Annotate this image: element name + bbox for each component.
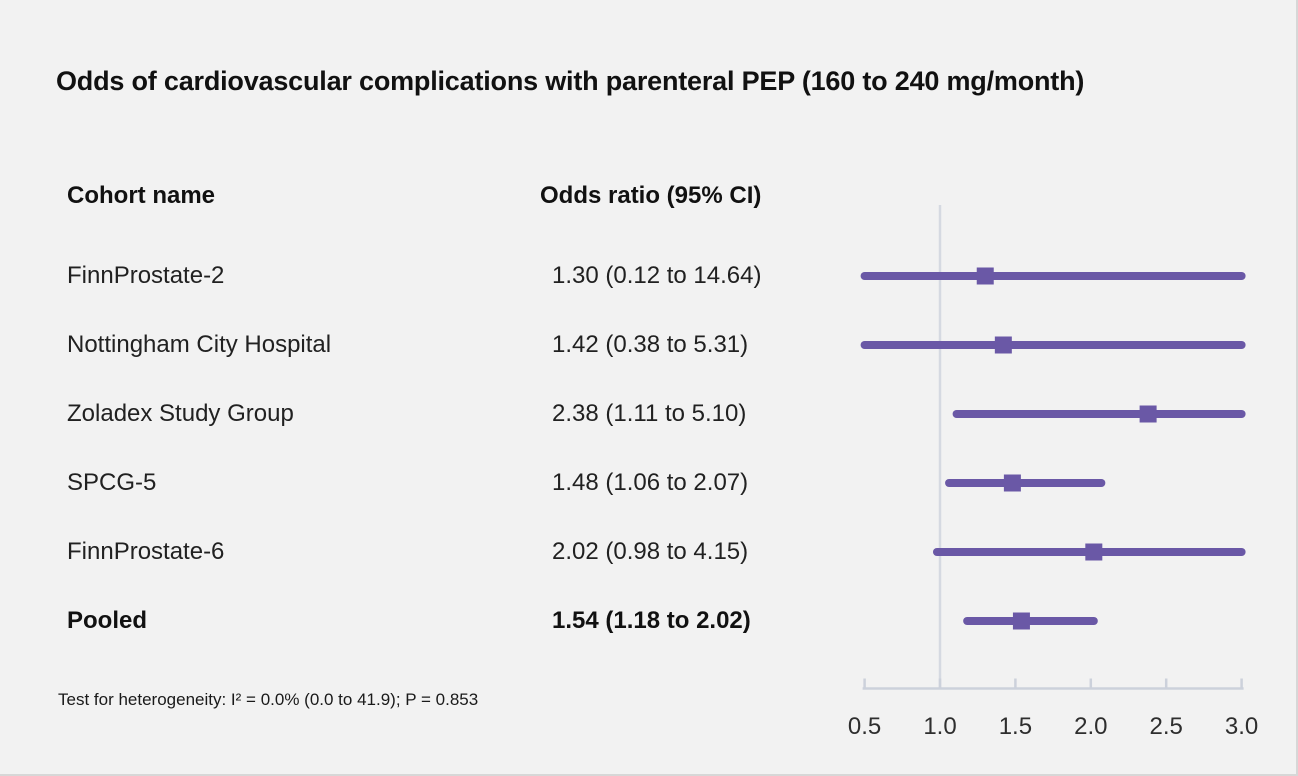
odds-ratio-value: 1.48 (1.06 to 2.07) — [552, 469, 749, 496]
table-row: FinnProstate-6 2.02 (0.98 to 4.15) — [0, 537, 860, 567]
cohort-name: Zoladex Study Group — [67, 400, 294, 427]
table-row: Nottingham City Hospital 1.42 (0.38 to 5… — [0, 330, 860, 360]
point-estimate-marker — [994, 336, 1012, 354]
point-estimate-marker — [1139, 405, 1157, 423]
odds-ratio-value: 1.54 (1.18 to 2.02) — [552, 607, 751, 634]
heterogeneity-footnote: Test for heterogeneity: I² = 0.0% (0.0 t… — [58, 690, 479, 709]
table-row: FinnProstate-2 1.30 (0.12 to 14.64) — [0, 261, 860, 291]
cohort-name: Pooled — [67, 607, 148, 634]
odds-ratio-value: 1.42 (0.38 to 5.31) — [552, 331, 749, 358]
odds-ratio-value: 2.02 (0.98 to 4.15) — [552, 538, 749, 565]
cohort-name: FinnProstate-2 — [67, 262, 225, 289]
column-header-odds-ratio: Odds ratio (95% CI) — [540, 182, 762, 209]
x-axis-tick-label: 1.5 — [999, 713, 1032, 740]
odds-ratio-value: 1.30 (0.12 to 14.64) — [552, 262, 762, 289]
x-axis-tick-label: 1.0 — [923, 713, 956, 740]
point-estimate-marker — [1012, 612, 1030, 630]
point-estimate-marker — [1085, 543, 1103, 561]
x-axis-tick-label: 2.0 — [1074, 713, 1107, 740]
table-row: Zoladex Study Group 2.38 (1.11 to 5.10) — [0, 399, 860, 429]
chart-title: Odds of cardiovascular complications wit… — [56, 66, 1085, 96]
table-row: SPCG-5 1.48 (1.06 to 2.07) — [0, 468, 860, 498]
point-estimate-marker — [1003, 474, 1021, 492]
cohort-name: SPCG-5 — [67, 469, 157, 496]
cohort-name: FinnProstate-6 — [67, 538, 225, 565]
odds-ratio-value: 2.38 (1.11 to 5.10) — [552, 400, 747, 427]
cohort-name: Nottingham City Hospital — [67, 331, 332, 358]
x-axis-tick-label: 3.0 — [1225, 713, 1258, 740]
x-axis-tick-label: 2.5 — [1150, 713, 1183, 740]
column-header-cohort-name: Cohort name — [67, 182, 216, 209]
x-axis-tick-label: 0.5 — [848, 713, 881, 740]
table-row: Pooled 1.54 (1.18 to 2.02) — [0, 606, 860, 636]
point-estimate-marker — [976, 267, 994, 285]
